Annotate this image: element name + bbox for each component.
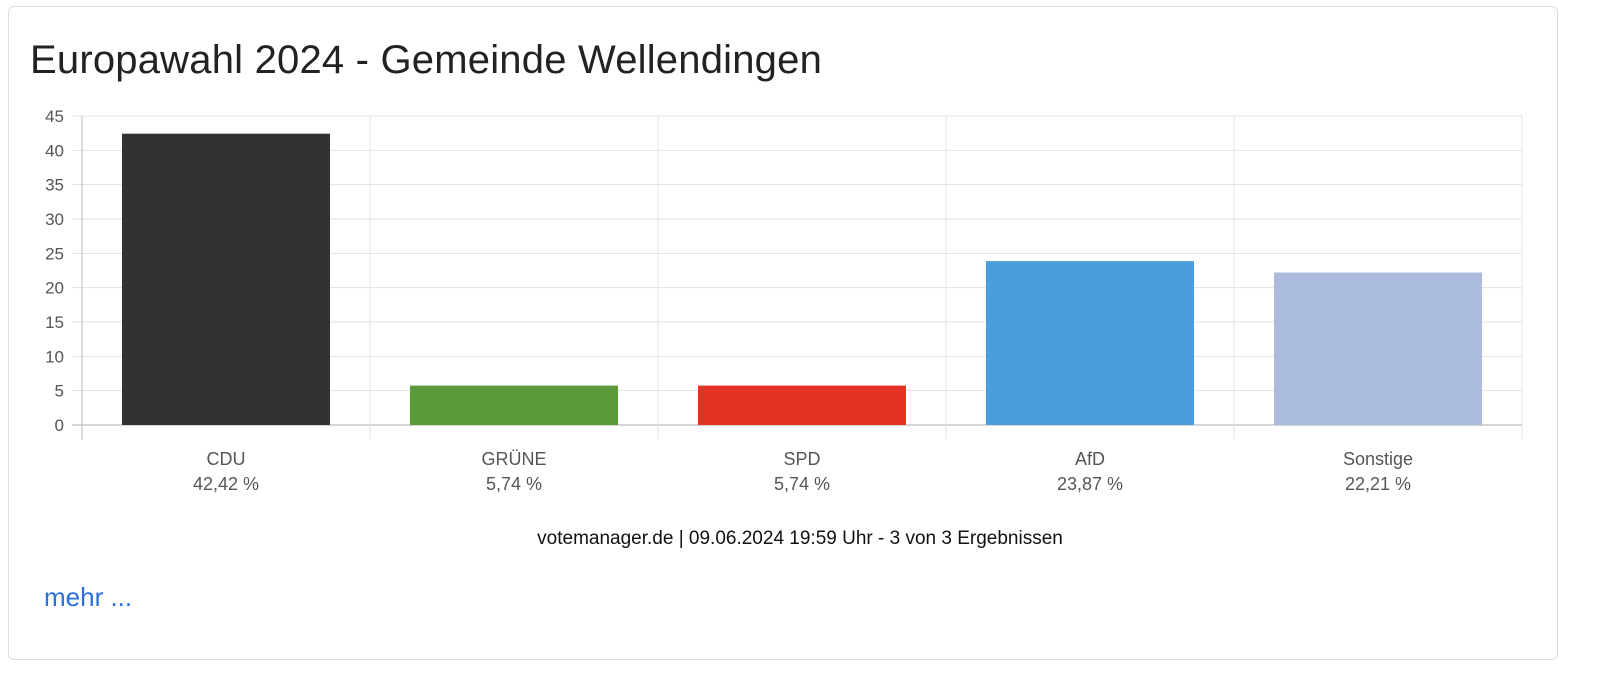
y-tick-label: 30 <box>45 210 64 229</box>
x-category-label: Sonstige <box>1343 449 1413 469</box>
chart-title: Europawahl 2024 - Gemeinde Wellendingen <box>30 38 823 82</box>
x-category-label: CDU <box>207 449 246 469</box>
bar-chart: 0 5 10 15 20 25 30 35 40 45 CDU 42,42 % GRÜNE 5,74 % S… <box>45 107 1523 494</box>
y-tick-label: 20 <box>45 279 64 298</box>
y-tick-label: 15 <box>45 313 64 332</box>
y-tick-label: 35 <box>45 176 64 195</box>
more-link[interactable]: mehr ... <box>44 582 133 612</box>
bar-spd <box>698 385 906 425</box>
bar-cdu <box>122 133 330 425</box>
y-tick-label: 45 <box>45 107 64 126</box>
data-label: 22,21 % <box>1345 474 1411 494</box>
x-category-label: AfD <box>1075 449 1105 469</box>
y-tick-label: 25 <box>45 244 64 263</box>
data-label: 5,74 % <box>774 474 830 494</box>
x-category-label: SPD <box>783 449 820 469</box>
x-category-label: GRÜNE <box>481 449 546 469</box>
data-label: 5,74 % <box>486 474 542 494</box>
bar-afd <box>986 261 1194 425</box>
data-label: 42,42 % <box>193 474 259 494</box>
bar-sonstige <box>1274 272 1482 425</box>
chart-card <box>8 6 1558 660</box>
data-label: 23,87 % <box>1057 474 1123 494</box>
source-footer: votemanager.de | 09.06.2024 19:59 Uhr - … <box>537 528 1063 549</box>
bar-grüne <box>410 385 618 425</box>
y-tick-label: 10 <box>45 347 64 366</box>
y-tick-label: 40 <box>45 141 64 160</box>
y-tick-label: 5 <box>55 382 64 401</box>
y-tick-label: 0 <box>55 416 64 435</box>
